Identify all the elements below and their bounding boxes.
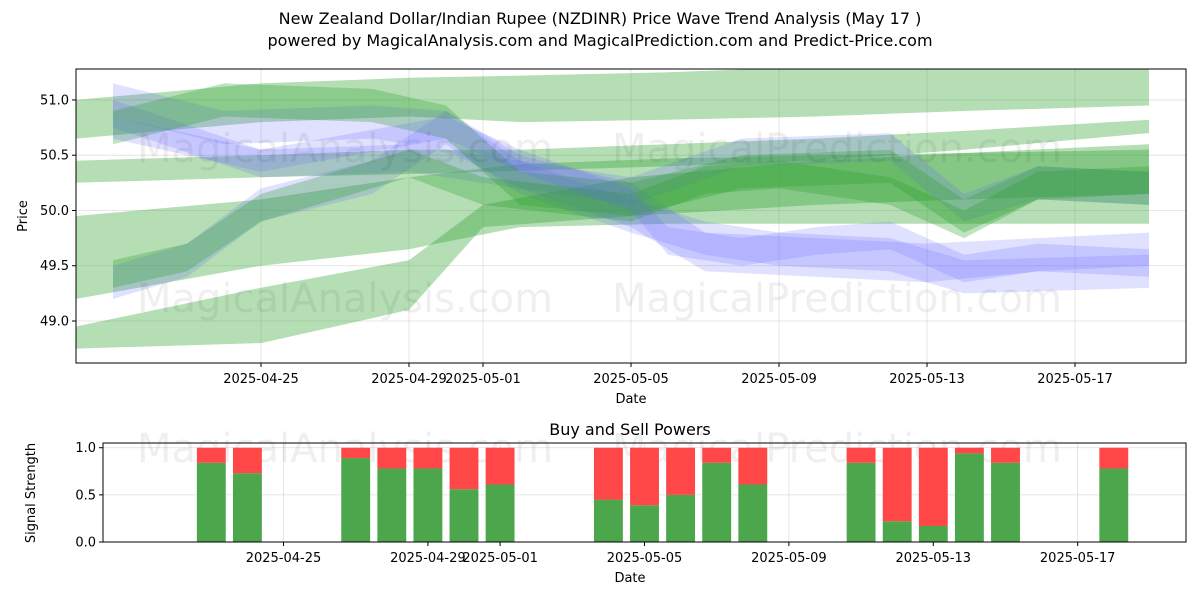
buy-bar-2025-05-14 — [954, 453, 984, 542]
price-y-ticks: 49.0 49.5 50.0 50.5 51.0 — [40, 93, 76, 330]
bar-x-tick-label: 2025-05-05 — [607, 551, 683, 566]
wave-band-7 — [113, 99, 1149, 222]
price-gridlines — [76, 69, 1186, 363]
sell-bar-2025-05-12 — [882, 447, 912, 522]
buy-bar-2025-05-12 — [882, 521, 912, 542]
buy-bar-2025-05-04 — [593, 499, 623, 542]
buy-bar-2025-05-13 — [918, 525, 948, 542]
chart-subtitle: powered by MagicalAnalysis.com and Magic… — [267, 31, 933, 50]
watermark-prediction-bottom: MagicalPrediction.com — [612, 276, 1062, 322]
buy-bar-2025-04-28 — [377, 468, 407, 542]
sell-bar-2025-04-24 — [232, 447, 262, 474]
wave-band-9 — [113, 149, 1149, 288]
price-x-tick-label: 2025-04-29 — [371, 372, 447, 387]
bar-x-tick-label: 2025-05-01 — [462, 551, 538, 566]
buy-bar-2025-05-11 — [846, 462, 876, 542]
sell-bar-2025-05-04 — [593, 447, 623, 500]
price-x-axis-label: Date — [615, 392, 646, 407]
sell-bar-2025-05-14 — [954, 447, 984, 454]
buy-bar-2025-05-18 — [1099, 468, 1129, 542]
price-x-tick-label: 2025-04-25 — [223, 372, 299, 387]
price-x-tick-label: 2025-05-05 — [593, 372, 669, 387]
buy-bar-2025-04-27 — [341, 458, 371, 542]
buy-bar-2025-04-30 — [449, 489, 479, 542]
price-x-tick-label: 2025-05-01 — [445, 372, 521, 387]
buy-bar-2025-04-29 — [413, 468, 443, 542]
watermark-analysis-top: MagicalAnalysis.com — [137, 126, 553, 172]
sell-bar-2025-04-28 — [377, 447, 407, 469]
wave-band-10 — [113, 116, 1149, 283]
wave-band-5 — [113, 83, 1149, 283]
bar-x-tick-label: 2025-04-29 — [390, 551, 466, 566]
buy-bar-2025-05-07 — [702, 462, 732, 542]
bar-x-tick-label: 2025-05-09 — [751, 551, 827, 566]
price-y-axis-label: Price — [16, 200, 31, 232]
price-x-tick-label: 2025-05-13 — [889, 372, 965, 387]
bar-y-tick-label: 1.0 — [75, 441, 96, 456]
sell-bar-2025-04-29 — [413, 447, 443, 469]
buy-sell-bars — [196, 447, 1129, 542]
sell-bar-2025-05-06 — [666, 447, 696, 495]
sell-bar-2025-05-01 — [485, 447, 515, 485]
buy-bar-2025-04-23 — [196, 462, 226, 542]
price-wave-panel: MagicalAnalysis.com MagicalPrediction.co… — [16, 68, 1187, 407]
price-y-tick-label: 49.5 — [40, 259, 69, 274]
bar-y-ticks: 0.0 0.5 1.0 — [75, 441, 103, 551]
buy-bar-2025-05-05 — [630, 505, 659, 542]
bar-x-tick-label: 2025-05-17 — [1040, 551, 1116, 566]
price-x-tick-label: 2025-05-09 — [741, 372, 817, 387]
bar-x-axis-label: Date — [614, 571, 645, 586]
sell-bar-2025-04-23 — [196, 447, 226, 463]
buy-sell-title: Buy and Sell Powers — [549, 420, 711, 439]
chart-title: New Zealand Dollar/Indian Rupee (NZDINR)… — [278, 9, 922, 28]
buy-bar-2025-05-15 — [991, 462, 1020, 542]
bar-x-tick-label: 2025-05-13 — [896, 551, 972, 566]
wave-band-2 — [76, 149, 1149, 299]
wave-band-6 — [113, 111, 1149, 299]
buy-bar-2025-04-24 — [232, 473, 262, 542]
sell-bar-2025-05-13 — [918, 447, 948, 526]
watermark-prediction-top: MagicalPrediction.com — [612, 126, 1062, 172]
sell-bar-2025-04-30 — [449, 447, 479, 490]
wave-band-1 — [76, 69, 1149, 139]
bar-y-tick-label: 0.0 — [75, 536, 96, 551]
price-wave-bands — [76, 69, 1149, 349]
bar-y-tick-label: 0.5 — [75, 488, 96, 503]
price-watermarks: MagicalAnalysis.com MagicalPrediction.co… — [137, 126, 1062, 322]
buy-bar-2025-05-06 — [666, 494, 696, 542]
wave-band-4 — [76, 119, 1149, 183]
buy-sell-panel: Buy and Sell Powers MagicalAnalysis.com … — [24, 420, 1187, 586]
price-x-tick-label: 2025-05-17 — [1037, 372, 1113, 387]
price-y-tick-label: 51.0 — [40, 93, 69, 108]
sell-bar-2025-05-08 — [738, 447, 768, 485]
buy-bar-2025-05-01 — [485, 484, 515, 542]
sell-bar-2025-05-18 — [1099, 447, 1129, 469]
wave-band-8 — [113, 83, 1149, 233]
price-y-tick-label: 50.0 — [40, 204, 69, 219]
bar-y-axis-label: Signal Strength — [24, 443, 39, 543]
sell-bar-2025-05-11 — [846, 447, 876, 463]
price-y-tick-label: 50.5 — [40, 149, 69, 164]
bar-x-tick-label: 2025-04-25 — [246, 551, 322, 566]
watermark-analysis-bottom: MagicalAnalysis.com — [137, 276, 553, 322]
price-plot-area — [76, 69, 1186, 363]
sell-bar-2025-05-05 — [630, 447, 659, 506]
wave-band-3 — [76, 144, 1149, 349]
sell-bar-2025-05-07 — [702, 447, 732, 463]
sell-bar-2025-04-27 — [341, 447, 371, 459]
sell-bar-2025-05-15 — [991, 447, 1020, 463]
price-y-tick-label: 49.0 — [40, 315, 69, 330]
buy-bar-2025-05-08 — [738, 484, 768, 542]
